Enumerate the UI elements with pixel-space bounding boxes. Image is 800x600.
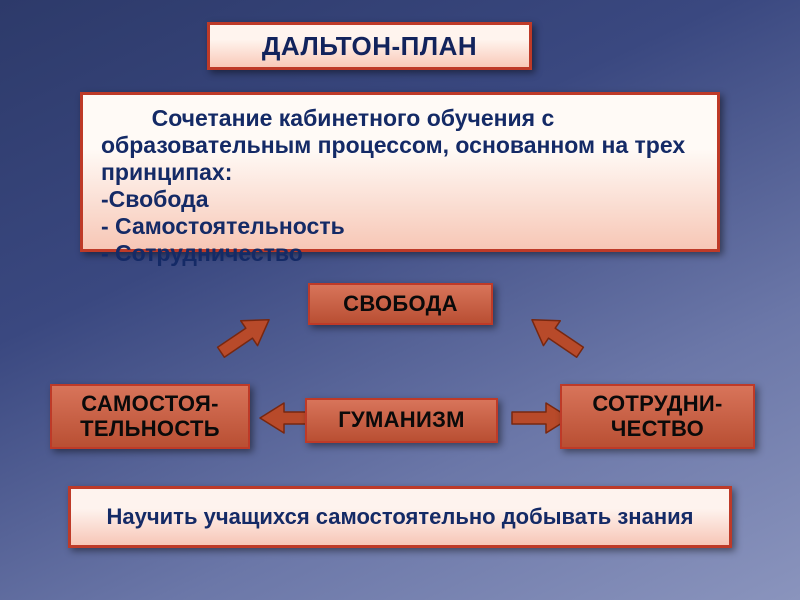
description-box: Сочетание кабинетного обучения с образов… <box>80 92 720 252</box>
description-bullet: - Сотрудничество <box>101 240 345 267</box>
node-right: СОТРУДНИ-ЧЕСТВО <box>560 384 755 449</box>
footer-text: Научить учащихся самостоятельно добывать… <box>107 504 694 529</box>
arrow-top-right <box>520 304 592 369</box>
footer-box: Научить учащихся самостоятельно добывать… <box>68 486 732 548</box>
description-bullet: - Самостоятельность <box>101 213 345 240</box>
node-center-label: ГУМАНИЗМ <box>338 408 465 432</box>
node-left-label: САМОСТОЯ-ТЕЛЬНОСТЬ <box>80 392 220 440</box>
node-right-label: СОТРУДНИ-ЧЕСТВО <box>592 392 722 440</box>
title-box: ДАЛЬТОН-ПЛАН <box>207 22 532 70</box>
node-top: СВОБОДА <box>308 283 493 325</box>
node-left: САМОСТОЯ-ТЕЛЬНОСТЬ <box>50 384 250 449</box>
description-lead: Сочетание кабинетного обучения с образов… <box>101 105 699 186</box>
title-text: ДАЛЬТОН-ПЛАН <box>262 31 477 62</box>
node-top-label: СВОБОДА <box>343 292 458 316</box>
description-bullet: -Свобода <box>101 186 345 213</box>
description-bullets: -Свобода- Самостоятельность- Сотрудничес… <box>101 186 345 267</box>
node-center: ГУМАНИЗМ <box>305 398 498 443</box>
arrow-top-left <box>209 304 281 369</box>
